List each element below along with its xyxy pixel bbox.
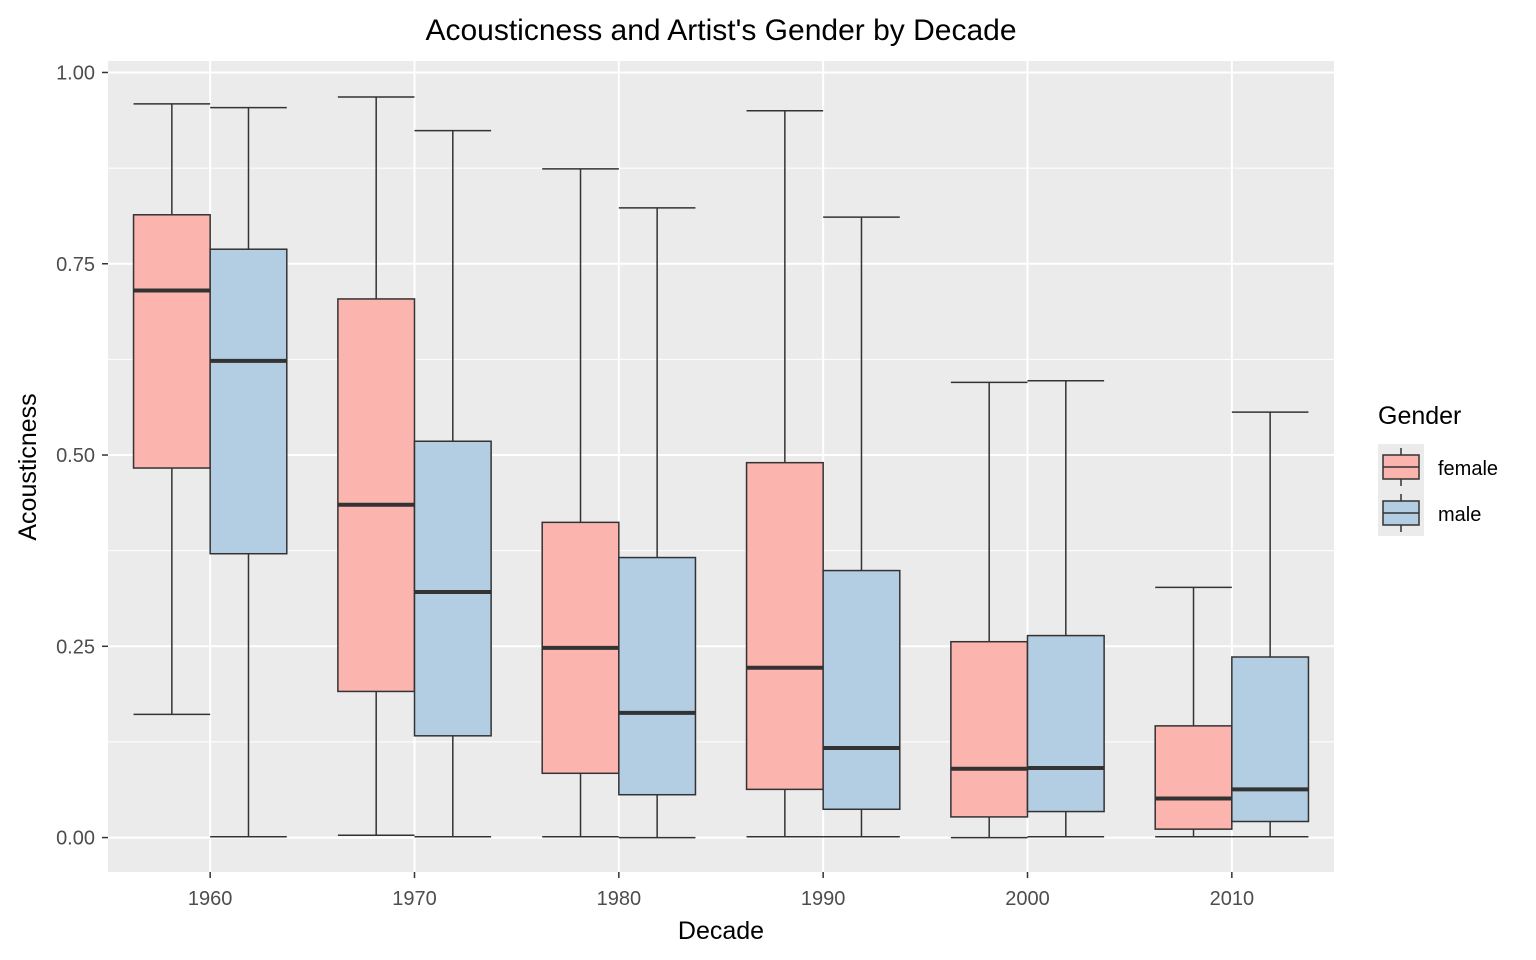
- box-iqr: [1154, 725, 1233, 830]
- box-iqr: [1026, 634, 1105, 813]
- box-iqr: [132, 214, 211, 469]
- y-axis-title: Acousticness: [14, 393, 42, 540]
- x-axis-title: Decade: [678, 917, 764, 945]
- legend: Gender female male: [1378, 402, 1498, 536]
- x-tick-label: 2010: [1210, 888, 1255, 910]
- x-tick-label: 1990: [801, 888, 846, 910]
- box-iqr: [618, 556, 697, 796]
- box-iqr: [209, 248, 288, 555]
- legend-label: female: [1438, 458, 1498, 480]
- box-male-1990: [822, 216, 901, 838]
- box-female-1970: [337, 96, 416, 837]
- y-tick-label: 0.25: [56, 636, 95, 658]
- y-tick-label: 0.50: [56, 445, 95, 467]
- box-male-2010: [1231, 411, 1310, 838]
- legend-item-male: male: [1378, 490, 1481, 536]
- x-tick-label: 1970: [392, 888, 437, 910]
- box-male-1960: [209, 106, 288, 838]
- box-female-2000: [950, 381, 1029, 839]
- x-tick-label: 2000: [1005, 888, 1050, 910]
- x-tick-label: 1980: [597, 888, 642, 910]
- chart-title: Acousticness and Artist's Gender by Deca…: [425, 14, 1016, 47]
- legend-label: male: [1438, 504, 1481, 526]
- y-tick-label: 0.00: [56, 828, 95, 850]
- box-male-2000: [1026, 380, 1105, 838]
- y-tick-label: 1.00: [56, 62, 95, 84]
- legend-title: Gender: [1378, 402, 1461, 430]
- y-tick-label: 0.75: [56, 254, 95, 276]
- box-iqr: [745, 461, 824, 791]
- box-iqr: [822, 569, 901, 811]
- y-axis: 0.00 0.25 0.50 0.75 1.00: [56, 62, 108, 850]
- box-female-1960: [132, 103, 211, 716]
- box-female-1980: [541, 168, 620, 838]
- x-tick-label: 1960: [188, 888, 233, 910]
- legend-item-female: female: [1378, 444, 1498, 490]
- boxplot-series: [132, 96, 1310, 839]
- box-iqr: [337, 298, 416, 693]
- box-iqr: [1231, 656, 1310, 823]
- box-iqr: [950, 640, 1029, 818]
- box-male-1980: [618, 207, 697, 839]
- x-axis: 1960 1970 1980 1990 2000 2010: [188, 872, 1254, 910]
- grid-minor: [108, 167, 1334, 743]
- box-male-1970: [413, 129, 492, 838]
- box-iqr: [413, 440, 492, 737]
- box-female-2010: [1154, 586, 1233, 838]
- plot-panel: [108, 61, 1334, 872]
